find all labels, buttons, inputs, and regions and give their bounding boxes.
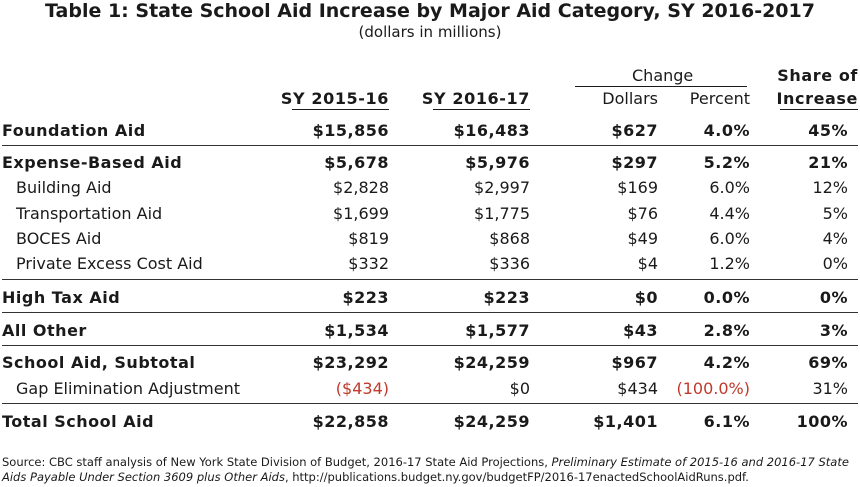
- header-sy-2016-17: SY 2016-17: [421, 89, 530, 108]
- cell-sy-2015-16: $332: [348, 254, 389, 273]
- cell-change-dollars: $627: [611, 121, 658, 140]
- cell-sy-2016-17: $868: [489, 229, 530, 248]
- cell-share: 45%: [808, 121, 848, 140]
- cell-sy-2016-17: $24,259: [453, 353, 530, 372]
- table-row: Expense-Based Aid $5,678 $5,976 $297 5.2…: [0, 152, 860, 174]
- source-italic-title: Preliminary Estimate of 2015-16 and 2016…: [2, 455, 849, 484]
- row-divider: [2, 279, 858, 280]
- cell-sy-2016-17: $336: [489, 254, 530, 273]
- cell-change-dollars: $434: [617, 379, 658, 398]
- cell-sy-2016-17: $223: [483, 288, 530, 307]
- table-row: Gap Elimination Adjustment ($434) $0 $43…: [0, 378, 860, 400]
- source-url: , http://publications.budget.ny.gov/budg…: [284, 470, 749, 484]
- cell-share: 31%: [812, 379, 848, 398]
- table-row: High Tax Aid $223 $223 $0 0.0% 0%: [0, 287, 860, 309]
- source-note: Source: CBC staff analysis of New York S…: [2, 455, 858, 485]
- cell-sy-2015-16: $1,699: [333, 204, 389, 223]
- cell-change-dollars: $43: [623, 321, 658, 340]
- cell-sy-2015-16: $819: [348, 229, 389, 248]
- cell-share: 5%: [822, 204, 848, 223]
- cell-sy-2015-16: $1,534: [324, 321, 389, 340]
- row-divider: [2, 145, 858, 146]
- row-label: BOCES Aid: [16, 229, 102, 248]
- header-change: Change: [632, 66, 694, 85]
- cell-share: 3%: [819, 321, 848, 340]
- cell-change-dollars: $297: [611, 153, 658, 172]
- cell-change-percent: 4.4%: [709, 204, 750, 223]
- header-percent: Percent: [689, 89, 750, 108]
- header-change-underline: [575, 86, 747, 87]
- cell-share: 100%: [796, 412, 848, 431]
- table-row: Building Aid $2,828 $2,997 $169 6.0% 12%: [0, 177, 860, 199]
- cell-change-percent: 6.0%: [709, 229, 750, 248]
- header-sy-2015-16: SY 2015-16: [280, 89, 389, 108]
- cell-sy-2015-16: $2,828: [333, 178, 389, 197]
- table-row: Foundation Aid $15,856 $16,483 $627 4.0%…: [0, 120, 860, 142]
- cell-change-percent: (100.0%): [676, 379, 751, 398]
- cell-change-percent: 0.0%: [703, 288, 750, 307]
- row-label: School Aid, Subtotal: [2, 353, 196, 372]
- header-sy-2015-16-underline: [292, 109, 389, 110]
- source-prefix: Source: CBC staff analysis of New York S…: [2, 455, 552, 469]
- cell-sy-2016-17: $2,997: [474, 178, 530, 197]
- cell-share: 12%: [812, 178, 848, 197]
- table-row: Transportation Aid $1,699 $1,775 $76 4.4…: [0, 203, 860, 225]
- row-label: Gap Elimination Adjustment: [16, 379, 241, 398]
- table-row: Total School Aid $22,858 $24,259 $1,401 …: [0, 411, 860, 433]
- cell-share: 4%: [822, 229, 848, 248]
- cell-change-dollars: $4: [637, 254, 658, 273]
- cell-sy-2016-17: $5,976: [465, 153, 530, 172]
- table-subtitle: (dollars in millions): [358, 23, 502, 41]
- row-label: Transportation Aid: [16, 204, 163, 223]
- cell-sy-2015-16: $5,678: [324, 153, 389, 172]
- table-row: BOCES Aid $819 $868 $49 6.0% 4%: [0, 228, 860, 250]
- header-share-line1: Share of: [777, 66, 858, 85]
- table-row: Private Excess Cost Aid $332 $336 $4 1.2…: [0, 253, 860, 275]
- row-label: High Tax Aid: [2, 288, 121, 307]
- cell-change-percent: 2.8%: [703, 321, 750, 340]
- row-label: Building Aid: [16, 178, 112, 197]
- cell-share: 0%: [822, 254, 848, 273]
- cell-change-dollars: $76: [627, 204, 658, 223]
- row-divider: [2, 345, 858, 346]
- row-label: All Other: [2, 321, 87, 340]
- row-label: Expense-Based Aid: [2, 153, 183, 172]
- cell-change-percent: 4.2%: [703, 353, 750, 372]
- cell-share: 0%: [819, 288, 848, 307]
- cell-share: 69%: [808, 353, 848, 372]
- cell-change-percent: 4.0%: [703, 121, 750, 140]
- row-divider: [2, 312, 858, 313]
- cell-change-dollars: $967: [611, 353, 658, 372]
- cell-sy-2015-16: $223: [342, 288, 389, 307]
- row-label: Foundation Aid: [2, 121, 146, 140]
- row-divider: [2, 403, 858, 404]
- cell-sy-2015-16: $23,292: [312, 353, 389, 372]
- cell-change-percent: 1.2%: [709, 254, 750, 273]
- cell-change-dollars: $1,401: [593, 412, 658, 431]
- header-share-line2: Increase: [776, 89, 858, 108]
- header-dollars: Dollars: [602, 89, 658, 108]
- table-title: Table 1: State School Aid Increase by Ma…: [45, 0, 815, 22]
- cell-change-percent: 6.1%: [703, 412, 750, 431]
- cell-change-dollars: $0: [634, 288, 658, 307]
- cell-share: 21%: [808, 153, 848, 172]
- cell-sy-2016-17: $16,483: [453, 121, 530, 140]
- cell-sy-2016-17: $1,775: [474, 204, 530, 223]
- row-label: Private Excess Cost Aid: [16, 254, 203, 273]
- cell-sy-2016-17: $0: [509, 379, 530, 398]
- cell-sy-2015-16: ($434): [335, 379, 389, 398]
- cell-sy-2016-17: $1,577: [465, 321, 530, 340]
- cell-change-dollars: $169: [617, 178, 658, 197]
- cell-sy-2015-16: $15,856: [312, 121, 389, 140]
- table-row: School Aid, Subtotal $23,292 $24,259 $96…: [0, 352, 860, 374]
- row-label: Total School Aid: [2, 412, 155, 431]
- header-share-underline: [780, 109, 858, 110]
- cell-sy-2016-17: $24,259: [453, 412, 530, 431]
- cell-sy-2015-16: $22,858: [312, 412, 389, 431]
- table-row: All Other $1,534 $1,577 $43 2.8% 3%: [0, 320, 860, 342]
- cell-change-percent: 6.0%: [709, 178, 750, 197]
- header-sy-2016-17-underline: [433, 109, 530, 110]
- cell-change-dollars: $49: [627, 229, 658, 248]
- cell-change-percent: 5.2%: [703, 153, 750, 172]
